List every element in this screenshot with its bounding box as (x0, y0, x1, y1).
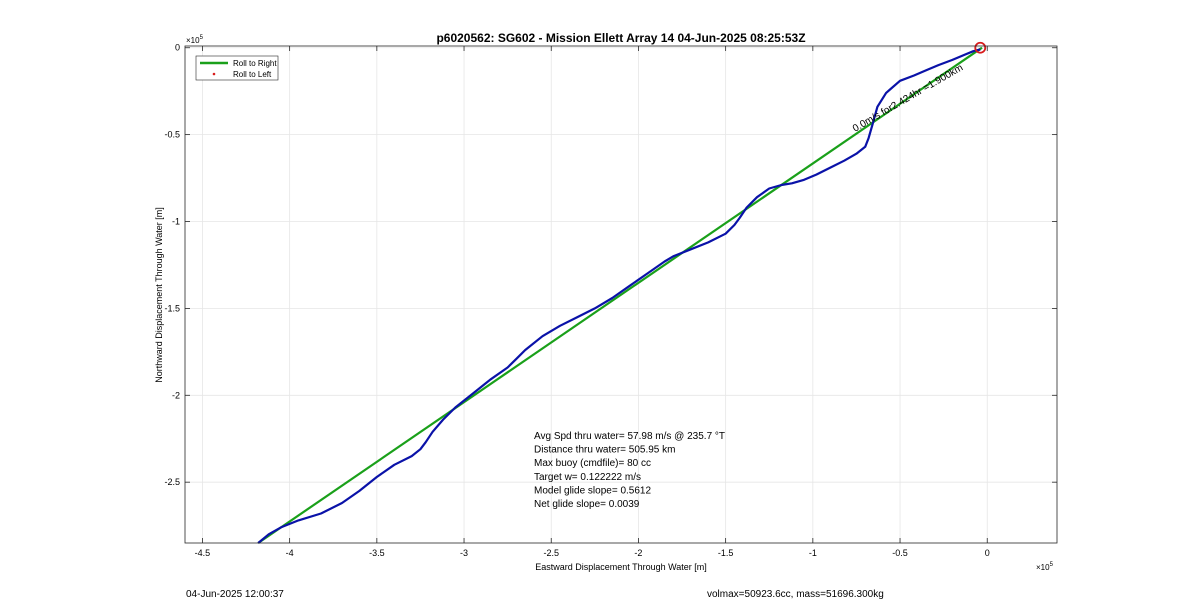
y-axis-label: Northward Displacement Through Water [m] (154, 207, 164, 383)
x-tick-label: -4.5 (195, 548, 211, 558)
x-tick-label: -1.5 (718, 548, 734, 558)
grid (185, 46, 1057, 543)
series-line-roll-right (257, 46, 983, 544)
plot-area (184, 45, 1058, 544)
annotation-line: Max buoy (cmdfile)= 80 cc (534, 458, 651, 469)
y-tick-label: -1 (172, 217, 180, 227)
legend-label-roll-right: Roll to Right (233, 59, 277, 68)
x-axis-multiplier: ×105 (1036, 562, 1054, 572)
annotations: Avg Spd thru water= 57.98 m/s @ 235.7 °T… (534, 431, 725, 510)
footer-volmax-mass: volmax=50923.6cc, mass=51696.300kg (707, 589, 884, 600)
x-tick-label: -3 (460, 548, 468, 558)
ticks (185, 46, 1057, 543)
x-multiplier-exp: 5 (1050, 562, 1054, 568)
y-tick-label: -1.5 (164, 303, 180, 313)
legend-box (195, 55, 279, 81)
legend-swatch-roll-left (212, 72, 216, 76)
x-tick-label: -2.5 (543, 548, 559, 558)
y-axis-multiplier: ×105 (186, 35, 204, 45)
legend-label-roll-left: Roll to Left (233, 70, 272, 79)
y-tick-label: 0 (175, 43, 180, 53)
footer-timestamp: 04-Jun-2025 12:00:37 (186, 589, 284, 600)
annotation-line: Target w= 0.122222 m/s (534, 472, 641, 483)
y-multiplier-base: ×10 (186, 36, 200, 45)
x-tick-label: -1 (809, 548, 817, 558)
series-layer (257, 41, 987, 544)
tick-labels: -4.5 -4 -3.5 -3 -2.5 -2 -1.5 -1 -0.5 0 0 -0.5 -1 -1.5… (164, 43, 989, 558)
x-multiplier-base: ×10 (1036, 563, 1050, 572)
x-tick-label: 0 (985, 548, 990, 558)
legend: Roll to Right Roll to Left (195, 55, 279, 81)
x-tick-label: -0.5 (892, 548, 908, 558)
chart-title: p6020562: SG602 - Mission Ellett Array 1… (436, 31, 805, 45)
track-rotated-label: 0.0m/s for2.424hr =1.900km (851, 62, 965, 134)
annotation-line: Distance thru water= 505.95 km (534, 445, 675, 456)
series-line-glider-track (257, 48, 981, 544)
annotation-line: Model glide slope= 0.5612 (534, 485, 651, 496)
y-tick-label: -2 (172, 390, 180, 400)
x-tick-label: -2 (634, 548, 642, 558)
y-tick-label: -2.5 (164, 477, 180, 487)
annotation-line: Avg Spd thru water= 57.98 m/s @ 235.7 °T (534, 431, 725, 442)
y-tick-label: -0.5 (164, 130, 180, 140)
annotation-line: Net glide slope= 0.0039 (534, 499, 640, 510)
start-marker (974, 41, 987, 54)
y-multiplier-exp: 5 (200, 35, 204, 41)
x-axis-label: Eastward Displacement Through Water [m] (535, 562, 707, 572)
x-tick-label: -4 (286, 548, 294, 558)
x-tick-label: -3.5 (369, 548, 385, 558)
